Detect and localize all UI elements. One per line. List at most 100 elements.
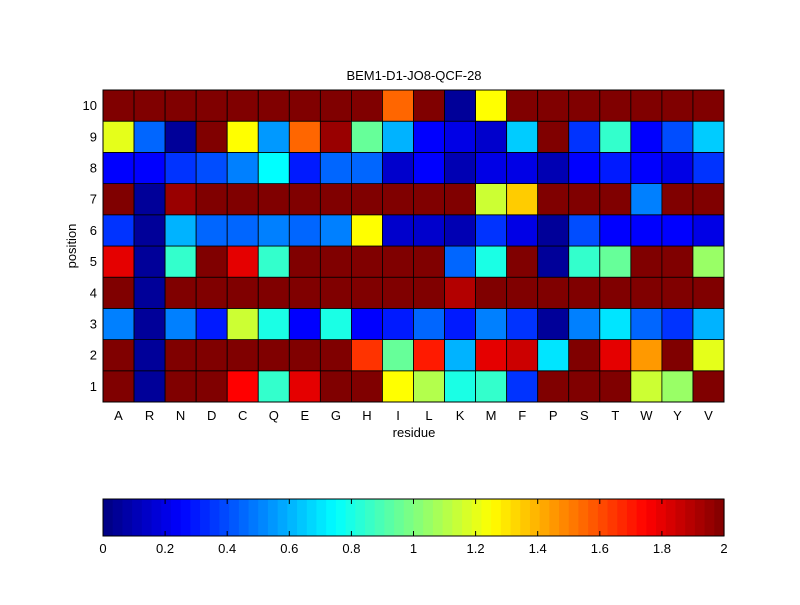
heatmap-cell-H-10: [350, 89, 383, 122]
heatmap-cell-R-4: [133, 276, 166, 309]
heatmap-cell-H-8: [350, 151, 383, 184]
heatmap-cell-R-6: [133, 214, 166, 247]
heatmap-cell-K-8: [444, 151, 476, 184]
y-tick-label: 7: [90, 192, 97, 207]
colorbar-tick-label: 1.8: [653, 541, 671, 556]
colorbar-tick-label: 0.4: [218, 541, 236, 556]
heatmap-cell-Q-3: [257, 307, 290, 340]
heatmap-cell-W-3: [630, 307, 663, 340]
heatmap-cell-S-9: [568, 120, 601, 153]
heatmap-cell-A-6: [102, 214, 135, 247]
heatmap-cell-S-2: [568, 339, 601, 372]
colorbar-swatch: [636, 499, 647, 536]
colorbar-swatch: [384, 499, 395, 536]
heatmap-cell-V-2: [692, 339, 725, 372]
heatmap-cell-T-1: [599, 370, 632, 403]
heatmap-cell-E-10: [288, 89, 321, 122]
x-tick-label: K: [456, 408, 465, 423]
heatmap-cell-D-4: [195, 276, 228, 309]
colorbar-swatch: [306, 499, 318, 536]
heatmap-cell-Y-2: [661, 339, 694, 372]
heatmap-cell-Y-8: [661, 151, 694, 184]
heatmap-cell-G-2: [319, 339, 352, 372]
heatmap-cell-Y-10: [661, 89, 694, 122]
colorbar-swatch: [248, 499, 259, 536]
heatmap-cell-Q-1: [257, 370, 290, 403]
heatmap-cell-E-6: [288, 214, 321, 247]
heatmap-cell-I-2: [382, 339, 414, 372]
heatmap-cell-L-2: [413, 339, 445, 372]
colorbar-swatch: [122, 499, 133, 536]
colorbar-swatch: [704, 499, 715, 536]
heatmap-cell-N-3: [164, 307, 197, 340]
heatmap-cell-C-8: [226, 151, 259, 184]
colorbar-swatch: [112, 499, 123, 536]
heatmap-cell-W-1: [630, 370, 663, 403]
heatmap-cell-A-7: [102, 183, 135, 216]
heatmap-cell-S-5: [568, 245, 601, 278]
y-tick-label: 3: [90, 317, 97, 332]
heatmap-cell-V-10: [692, 89, 725, 122]
heatmap-cell-L-5: [413, 245, 445, 278]
y-tick-label: 6: [90, 223, 97, 238]
heatmap-cell-W-5: [630, 245, 663, 278]
colorbar-swatch: [335, 499, 347, 536]
y-tick-label: 5: [90, 254, 97, 269]
heatmap-cell-T-7: [599, 183, 632, 216]
heatmap-cell-D-6: [195, 214, 228, 247]
heatmap-cell-A-5: [102, 245, 135, 278]
heatmap-cell-D-9: [195, 120, 228, 153]
colorbar-swatch: [442, 499, 453, 536]
heatmap-cell-P-8: [537, 151, 570, 184]
heatmap-cell-G-5: [319, 245, 352, 278]
heatmap-cell-S-8: [568, 151, 601, 184]
colorbar-swatch: [316, 499, 327, 536]
heatmap-cell-K-6: [444, 214, 476, 247]
heatmap-cell-R-7: [133, 183, 166, 216]
colorbar-tick-label: 0: [99, 541, 106, 556]
colorbar-swatch: [626, 499, 638, 536]
colorbar-swatch: [161, 499, 172, 536]
heatmap-cell-I-4: [382, 276, 414, 309]
heatmap-cell-F-3: [506, 307, 539, 340]
heatmap-cell-Q-5: [257, 245, 290, 278]
heatmap-cell-Y-9: [661, 120, 694, 153]
heatmap-cell-N-9: [164, 120, 197, 153]
colorbar-swatch: [287, 499, 298, 536]
heatmap-cell-H-7: [350, 183, 383, 216]
y-tick-label: 2: [90, 348, 97, 363]
colorbar-swatch: [588, 499, 599, 536]
heatmap-cell-T-10: [599, 89, 632, 122]
heatmap-cell-M-8: [475, 151, 508, 184]
y-axis-label: position: [64, 224, 79, 269]
heatmap-cell-E-1: [288, 370, 321, 403]
heatmap-cell-T-2: [599, 339, 632, 372]
heatmap-cell-A-9: [102, 120, 135, 153]
y-tick-label: 8: [90, 161, 97, 176]
heatmap-cell-D-7: [195, 183, 228, 216]
heatmap-cell-F-7: [506, 183, 539, 216]
heatmap-cell-P-2: [537, 339, 570, 372]
colorbar-swatch: [190, 499, 201, 536]
colorbar-swatch: [355, 499, 366, 536]
heatmap-cell-C-2: [226, 339, 259, 372]
heatmap-cell-Q-9: [257, 120, 290, 153]
heatmap-cell-I-3: [382, 307, 414, 340]
heatmap-cell-N-1: [164, 370, 197, 403]
heatmap-cells: [102, 89, 725, 403]
heatmap-cell-A-3: [102, 307, 135, 340]
heatmap-cell-R-10: [133, 89, 166, 122]
heatmap-cell-Q-4: [257, 276, 290, 309]
colorbar-swatch: [685, 499, 696, 536]
heatmap-cell-M-2: [475, 339, 508, 372]
heatmap-cell-I-8: [382, 151, 414, 184]
chart-title: BEM1-D1-JO8-QCF-28: [346, 68, 481, 83]
colorbar-swatch: [432, 499, 444, 536]
heatmap-cell-T-5: [599, 245, 632, 278]
heatmap-cell-F-9: [506, 120, 539, 153]
heatmap-cell-Y-1: [661, 370, 694, 403]
heatmap-cell-C-6: [226, 214, 259, 247]
colorbar: [103, 499, 725, 536]
heatmap-cell-C-3: [226, 307, 259, 340]
colorbar-tick-label: 0.6: [280, 541, 298, 556]
